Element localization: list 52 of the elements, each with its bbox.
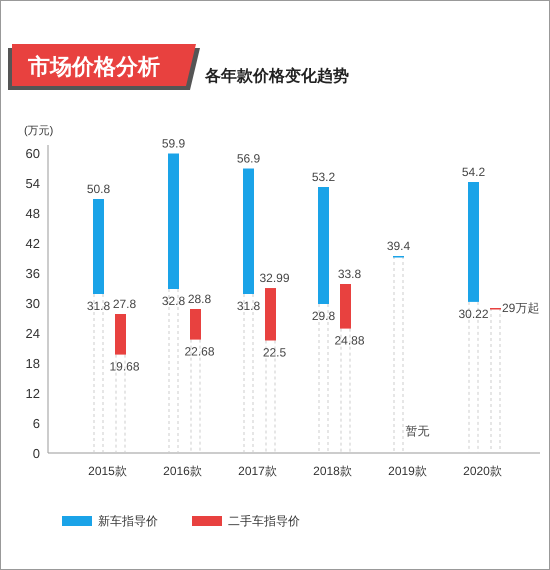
annotation: 19.68 bbox=[109, 360, 140, 374]
chart-title: 市场价格分析 bbox=[27, 54, 160, 79]
y-tick-label: 60 bbox=[26, 146, 40, 161]
bar bbox=[93, 199, 104, 294]
y-tick-label: 48 bbox=[26, 206, 40, 221]
bar bbox=[318, 187, 329, 304]
annotation: 31.8 bbox=[86, 299, 110, 313]
y-tick-label: 54 bbox=[26, 176, 40, 191]
legend-label: 二手车指导价 bbox=[228, 514, 300, 528]
x-tick-label: 2019款 bbox=[388, 464, 427, 478]
annotation: 29.8 bbox=[312, 309, 336, 323]
annotation: 27.8 bbox=[112, 297, 136, 311]
x-tick-label: 2015款 bbox=[88, 464, 127, 478]
annotation: 33.8 bbox=[338, 267, 362, 281]
annotation: 24.88 bbox=[334, 334, 365, 348]
annotation: 32.8 bbox=[162, 294, 186, 308]
annotation: 暂无 bbox=[406, 424, 430, 438]
annotation: 28.8 bbox=[188, 292, 212, 306]
chart-subtitle: 各年款价格变化趋势 bbox=[204, 67, 349, 85]
x-tick-label: 2020款 bbox=[463, 464, 502, 478]
annotation: 54.2 bbox=[462, 165, 486, 179]
annotation: 53.2 bbox=[312, 170, 336, 184]
bar bbox=[265, 288, 276, 340]
bar bbox=[243, 168, 254, 294]
x-tick-label: 2016款 bbox=[163, 464, 202, 478]
annotation: 22.68 bbox=[184, 344, 215, 359]
x-tick-label: 2017款 bbox=[238, 464, 277, 478]
y-tick-label: 30 bbox=[26, 296, 40, 311]
bar bbox=[468, 182, 479, 302]
y-axis-title: (万元) bbox=[24, 125, 54, 137]
annotation: 39.4 bbox=[386, 239, 410, 253]
y-tick-label: 36 bbox=[26, 266, 40, 281]
bar bbox=[190, 309, 201, 340]
annotation: 59.9 bbox=[162, 136, 186, 150]
y-tick-label: 6 bbox=[32, 416, 40, 431]
annotation: 29万起 bbox=[502, 301, 540, 315]
y-tick-label: 18 bbox=[26, 356, 40, 371]
x-tick-label: 2018款 bbox=[313, 464, 352, 478]
annotation: 56.9 bbox=[236, 152, 260, 166]
bar bbox=[340, 284, 351, 329]
bar bbox=[168, 154, 179, 289]
annotation: 31.8 bbox=[236, 299, 260, 313]
annotation: 32.99 bbox=[259, 271, 290, 286]
y-tick-label: 42 bbox=[26, 236, 40, 251]
annotation: 22.5 bbox=[262, 346, 286, 360]
bar bbox=[115, 314, 126, 355]
annotation: 50.8 bbox=[86, 182, 110, 196]
y-tick-label: 0 bbox=[32, 446, 40, 461]
y-tick-label: 12 bbox=[26, 386, 40, 401]
y-tick-label: 24 bbox=[26, 326, 40, 341]
annotation: 30.22 bbox=[458, 306, 489, 321]
legend-label: 新车指导价 bbox=[98, 514, 158, 528]
